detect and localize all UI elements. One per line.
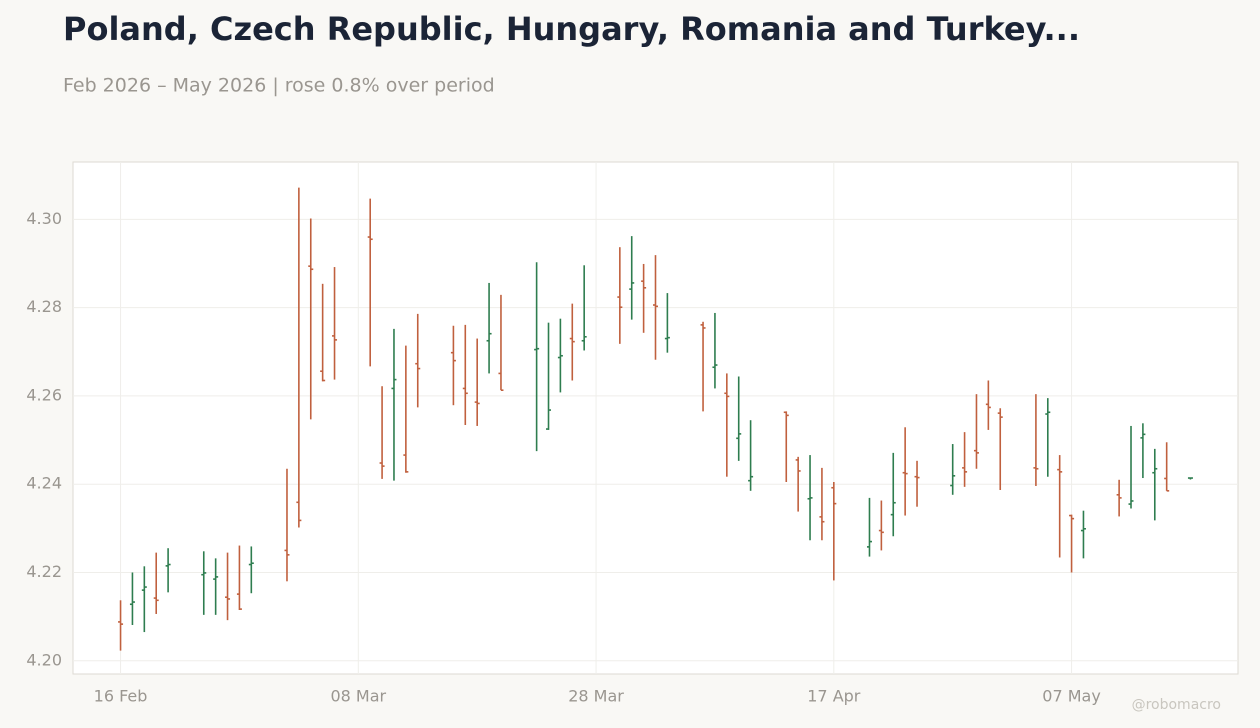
- y-tick-label: 4.20: [26, 650, 62, 669]
- watermark: @robomacro: [1132, 697, 1221, 713]
- x-tick-label: 08 Mar: [330, 687, 386, 706]
- x-tick-label: 17 Apr: [807, 687, 861, 706]
- plot-area: [72, 161, 1239, 675]
- chart-title: Poland, Czech Republic, Hungary, Romania…: [63, 10, 1080, 48]
- chart-subtitle: Feb 2026 – May 2026 | rose 0.8% over per…: [63, 75, 495, 97]
- y-tick-label: 4.28: [26, 297, 62, 316]
- x-tick-label: 16 Feb: [94, 687, 148, 706]
- y-tick-label: 4.22: [26, 562, 62, 581]
- y-tick-label: 4.24: [26, 474, 62, 493]
- y-tick-label: 4.26: [26, 385, 62, 404]
- y-tick-label: 4.30: [26, 209, 62, 228]
- x-tick-label: 07 May: [1042, 687, 1101, 706]
- x-tick-label: 28 Mar: [568, 687, 624, 706]
